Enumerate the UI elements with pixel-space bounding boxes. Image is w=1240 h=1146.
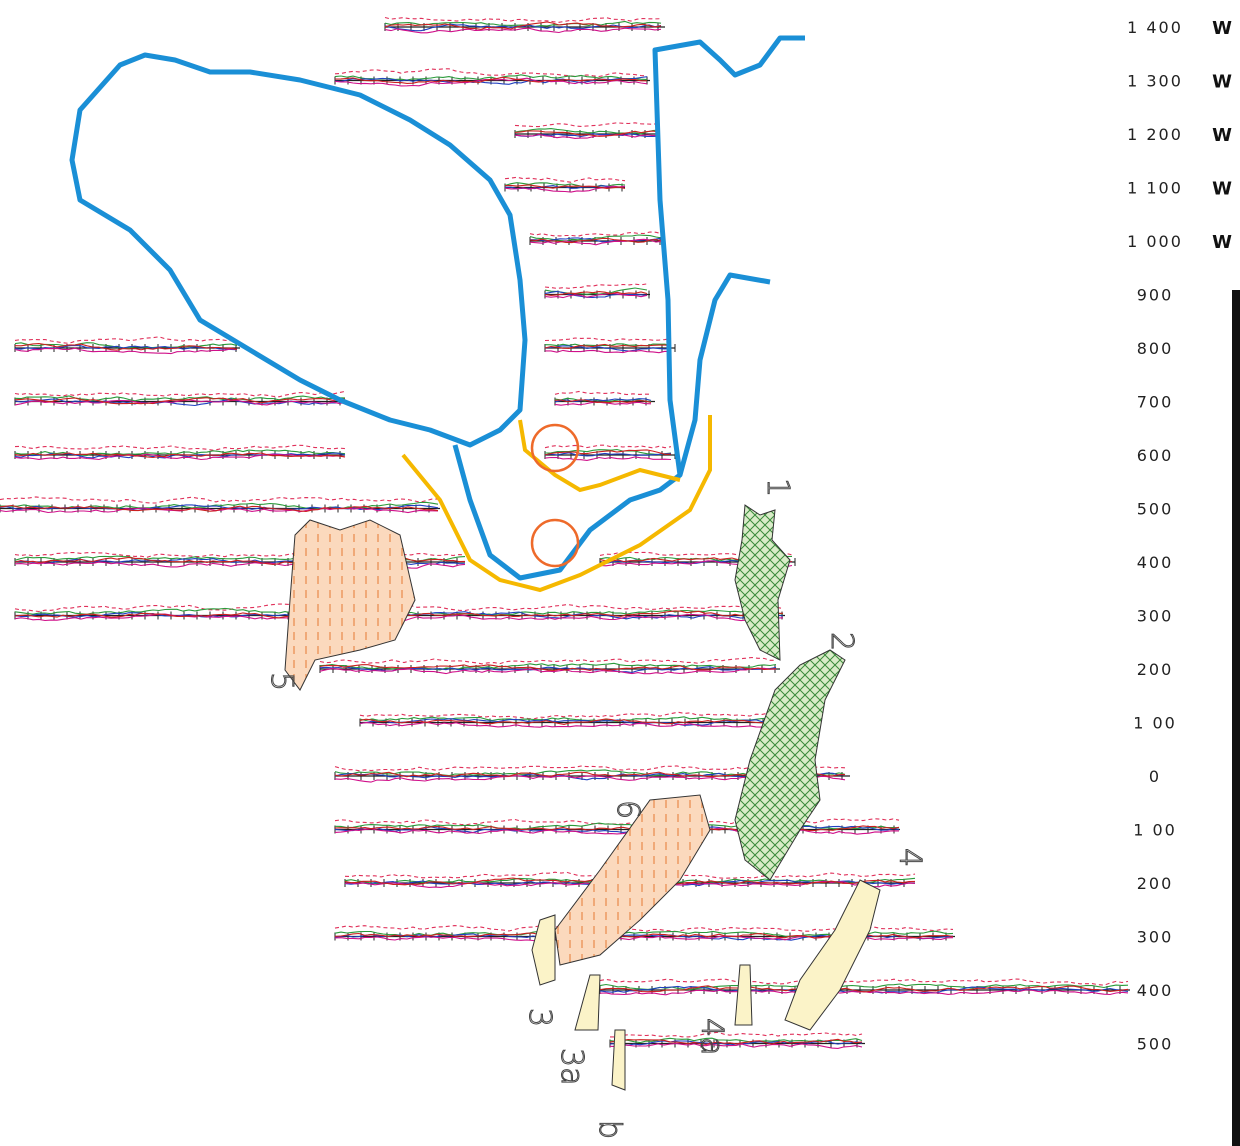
edge-bar	[1232, 290, 1240, 1146]
anomaly-label: b	[592, 1120, 627, 1139]
line-label: 1 400	[1127, 18, 1183, 37]
anomaly-label: 3	[522, 1008, 557, 1027]
anomaly-label: 5	[264, 672, 299, 691]
line-label: 1 000	[1127, 232, 1183, 251]
line-label: 700	[1137, 393, 1174, 412]
line-label: 300	[1137, 607, 1174, 626]
line-suffix: W	[1212, 72, 1232, 93]
line-label: 600	[1137, 446, 1174, 465]
anomaly-label: 1	[760, 478, 795, 497]
line-label: 200	[1137, 660, 1174, 679]
line-label: 1 00	[1133, 714, 1177, 733]
line-label: 0	[1149, 767, 1161, 786]
line-label: 1 200	[1127, 125, 1183, 144]
line-label: 1 300	[1127, 72, 1183, 91]
line-label: 500	[1137, 1035, 1174, 1054]
background	[0, 0, 1240, 1146]
survey-map: 1 400W1 300W1 200W1 100W1 000W9008007006…	[0, 0, 1240, 1146]
line-label: 900	[1137, 286, 1174, 305]
line-label: 1 00	[1133, 821, 1177, 840]
line-label: 400	[1137, 553, 1174, 572]
line-label: 200	[1137, 874, 1174, 893]
anomaly-label: 6	[610, 800, 645, 819]
anomaly-label: 2	[824, 632, 859, 651]
line-label: 300	[1137, 928, 1174, 947]
line-label: 500	[1137, 500, 1174, 519]
line-suffix: W	[1212, 18, 1232, 39]
line-suffix: W	[1212, 232, 1232, 253]
anomaly-label: 4a	[694, 1018, 729, 1055]
line-label: 1 100	[1127, 179, 1183, 198]
anomaly-label: 3a	[554, 1048, 589, 1085]
line-suffix: W	[1212, 179, 1232, 200]
line-label: 800	[1137, 339, 1174, 358]
line-suffix: W	[1212, 125, 1232, 146]
anomaly-label: 4	[892, 848, 927, 867]
line-label: 400	[1137, 981, 1174, 1000]
